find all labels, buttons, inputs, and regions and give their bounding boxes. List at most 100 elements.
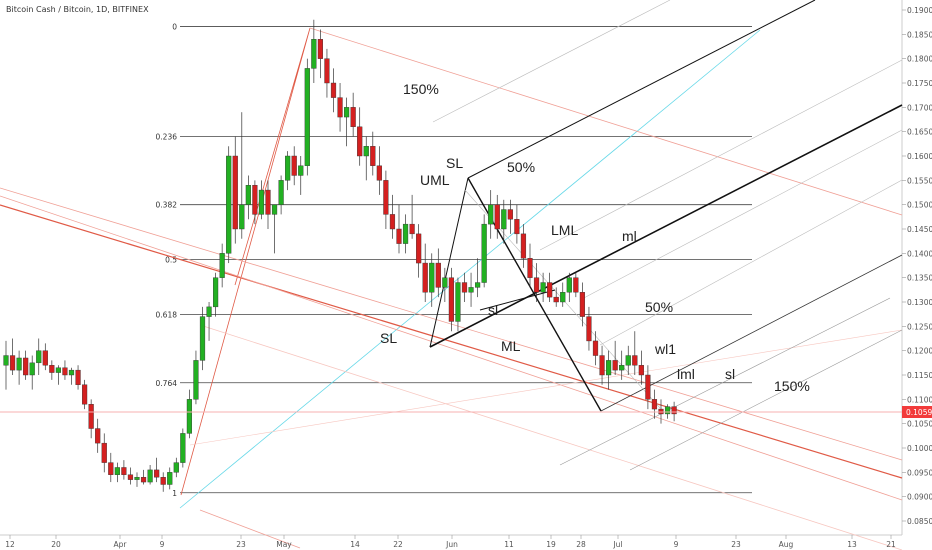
candle-up — [193, 360, 199, 400]
candle-up — [199, 316, 206, 361]
black-fork-handle — [429, 177, 469, 348]
candle-up — [173, 462, 179, 473]
x-tick-label: May — [276, 540, 292, 549]
candle-down — [127, 474, 134, 480]
candle-up — [429, 262, 435, 293]
candle-down — [337, 97, 343, 118]
annotation-lml-small: lml — [677, 366, 695, 382]
annotation-ml-upper: ml — [622, 228, 637, 244]
candle-down — [435, 262, 441, 288]
red-swing-line — [180, 27, 311, 496]
candle-up — [180, 433, 186, 463]
black-lower-line — [600, 254, 903, 412]
fib-level-label: 0.764 — [156, 379, 178, 388]
x-tick-label: Apr — [114, 540, 128, 549]
candle-down — [448, 277, 455, 322]
candle-up — [134, 477, 140, 480]
candle-up — [606, 360, 612, 376]
annotation-lml: LML — [551, 222, 578, 238]
candle-up — [285, 155, 291, 181]
candle-down — [579, 292, 586, 317]
candle-down — [232, 155, 238, 230]
x-tick-label: Aug — [779, 540, 794, 549]
grey-line-d — [579, 129, 903, 301]
candle-up — [258, 189, 265, 215]
price-tag-label: 0.10592 — [906, 408, 932, 417]
red-bottom-line — [199, 509, 301, 549]
red-upper-line — [309, 27, 903, 216]
x-tick-label: 23 — [236, 540, 246, 549]
candle-up — [219, 253, 225, 278]
candle-up — [186, 399, 193, 434]
candle-down — [573, 277, 579, 293]
candle-down — [527, 258, 533, 278]
x-tick-label: 21 — [886, 540, 896, 549]
candle-up — [29, 362, 35, 376]
x-tick-label: 20 — [51, 540, 61, 549]
candle-down — [42, 350, 48, 366]
fib-level-label: 0 — [172, 23, 177, 32]
candle-down — [416, 233, 422, 264]
candle-down — [376, 165, 382, 181]
candles — [3, 19, 677, 492]
candle-up — [344, 107, 350, 118]
x-axis: 12 20 Apr 9 23 May 14 22 Jun 11 19 28 Jul 9 23 Aug 13 21 — [5, 535, 896, 549]
candle-up — [304, 68, 310, 166]
red-faint-line — [189, 329, 903, 446]
y-tick-label: 0.08500 — [907, 517, 932, 526]
pitchfork-lines — [0, 0, 903, 550]
annotation-50pct-lower: 50% — [645, 299, 673, 315]
candle-up — [501, 209, 507, 230]
x-tick-label: 23 — [731, 540, 741, 549]
x-tick-label: 9 — [674, 540, 679, 549]
candle-up — [560, 292, 566, 303]
grey-line-f — [599, 179, 903, 346]
candle-down — [507, 209, 513, 220]
candle-down — [291, 155, 297, 176]
candle-down — [409, 223, 415, 235]
candle-down — [383, 180, 389, 215]
red-lower-line — [199, 324, 903, 550]
annotation-150pct-right: 150% — [774, 378, 810, 394]
annotation-sl-right: sl — [725, 366, 735, 382]
candle-down — [23, 357, 29, 376]
candle-down — [81, 384, 88, 405]
candle-down — [160, 477, 166, 485]
candle-down — [592, 340, 599, 356]
x-tick-label: 13 — [847, 540, 857, 549]
red-parallel-1 — [0, 187, 903, 461]
candle-up — [298, 165, 304, 176]
candle-down — [514, 219, 520, 235]
grey-line-e — [539, 59, 903, 251]
candle-down — [95, 428, 101, 444]
candle-up — [245, 184, 251, 205]
annotation-ml-lower: ML — [501, 338, 521, 354]
candle-down — [553, 296, 559, 303]
candle-down — [140, 477, 147, 483]
annotation-50pct-upper: 50% — [507, 159, 535, 175]
candle-down — [494, 204, 500, 230]
candle-down — [389, 214, 396, 230]
black-upper-line — [467, 0, 816, 179]
candle-up — [3, 355, 9, 366]
candle-down — [350, 107, 356, 128]
fib-level-label: 0.618 — [156, 311, 178, 320]
candle-up — [167, 472, 173, 485]
candle-down — [396, 228, 402, 244]
annotation-sl-lower: SL — [380, 330, 397, 346]
candle-down — [324, 58, 330, 84]
candle-up — [311, 39, 317, 69]
annotation-uml: UML — [420, 172, 450, 188]
candle-down — [533, 277, 540, 293]
